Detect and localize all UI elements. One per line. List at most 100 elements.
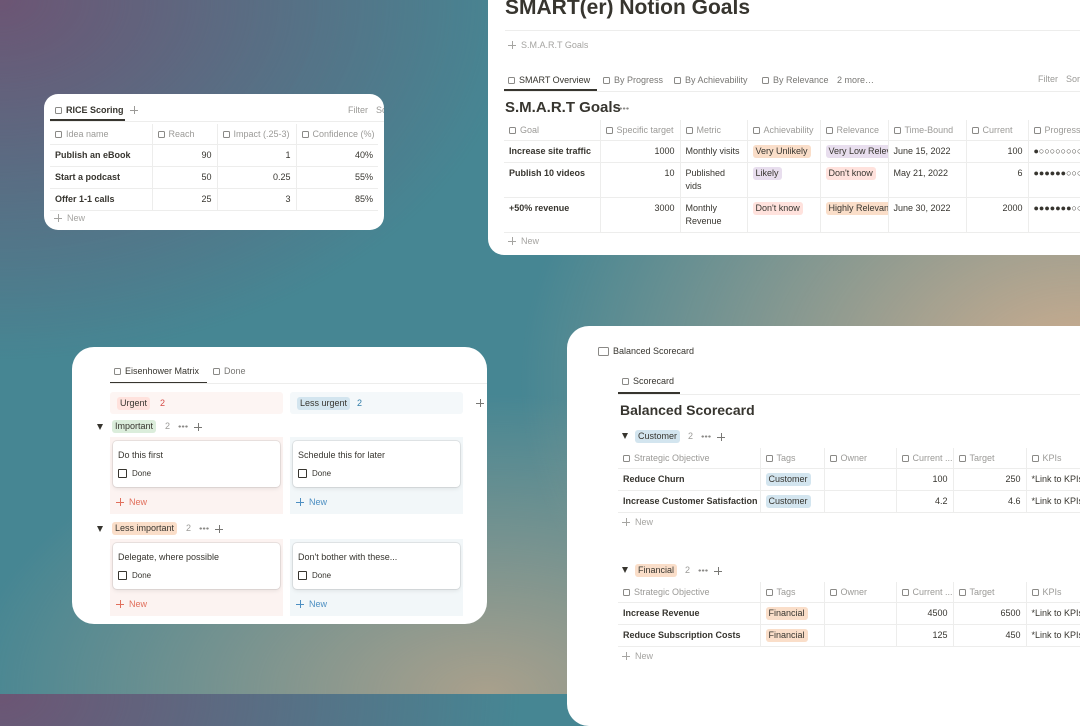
column-icon [1032, 455, 1039, 462]
cell-text: *Link to KPIs [1032, 608, 1080, 618]
view-tab[interactable]: By Relevance [762, 75, 829, 85]
new-label: New [129, 497, 147, 507]
column-label: Target [970, 453, 995, 463]
checkbox[interactable] [298, 469, 307, 478]
cell-text: 10 [664, 168, 674, 178]
view-tab[interactable]: By Achievability [674, 75, 748, 85]
view-tab[interactable]: Scorecard [622, 376, 674, 386]
column-icon [830, 589, 837, 596]
checkbox-label: Done [312, 469, 331, 478]
column-tag: Less urgent [297, 397, 350, 410]
tab-label: By Achievability [685, 75, 748, 85]
column-icon [830, 455, 837, 462]
table-cell [824, 625, 896, 647]
new-button[interactable]: New [116, 497, 147, 507]
cell-text: Publish an eBook [55, 150, 131, 160]
table-cell: 2000 [966, 198, 1028, 233]
tab-icon [762, 77, 769, 84]
cell-text: 1000 [654, 146, 674, 156]
new-button[interactable]: New [296, 599, 327, 609]
column-header: Target [953, 448, 1026, 469]
linked-page[interactable]: S.M.A.R.T Goals [508, 40, 588, 50]
column-label: Specific target [617, 125, 674, 135]
view-tab[interactable]: Done [213, 366, 246, 376]
sort-button[interactable]: Sor [1066, 74, 1080, 84]
cell-text: 6 [1017, 168, 1022, 178]
table-cell: Start a podcast [50, 167, 152, 189]
cell-text: +50% revenue [509, 203, 569, 213]
table-cell: May 21, 2022 [888, 163, 966, 198]
view-tab[interactable]: RICE Scoring [55, 105, 124, 115]
column-header: Current ... [896, 582, 953, 603]
new-button[interactable]: New [508, 236, 539, 246]
cell-text: May 21, 2022 [894, 168, 949, 178]
cell-text: ●●●●●●○○○○ [1034, 168, 1080, 178]
table-cell: Likely [747, 163, 820, 198]
cell-text: 0.25 [273, 172, 291, 182]
column-label: Current ... [913, 587, 953, 597]
task-card[interactable]: Schedule this for later Done [293, 441, 460, 487]
new-button[interactable]: New [54, 213, 85, 223]
new-button[interactable]: New [296, 497, 327, 507]
column-header: Goal [504, 120, 600, 141]
column-label: Progress [1045, 125, 1080, 135]
group-count: 2 [186, 523, 191, 533]
cell-text: Offer 1-1 calls [55, 194, 115, 204]
checkbox[interactable] [298, 571, 307, 580]
tag: Very Unlikely [753, 145, 811, 158]
column-label: KPIs [1043, 587, 1062, 597]
cell-text: 50 [201, 172, 211, 182]
tab-icon [603, 77, 610, 84]
divider [505, 30, 1080, 31]
new-label: New [521, 236, 539, 246]
table-cell: Very Low Relevance [820, 141, 888, 163]
column-header: Owner [824, 582, 896, 603]
table-cell: Published vids [680, 163, 747, 198]
table-cell: 100 [896, 469, 953, 491]
cell-text: June 30, 2022 [894, 203, 951, 213]
table-cell: 125 [896, 625, 953, 647]
column-label: Tags [777, 453, 796, 463]
view-tab[interactable]: By Progress [603, 75, 663, 85]
table-cell [824, 603, 896, 625]
table-cell: June 15, 2022 [888, 141, 966, 163]
view-tab[interactable]: SMART Overview [508, 75, 590, 85]
filter-button[interactable]: Filter [348, 105, 368, 115]
sort-button[interactable]: So [376, 105, 384, 115]
table-cell: +50% revenue [504, 198, 600, 233]
table-cell: Financial [760, 603, 824, 625]
new-button[interactable]: New [116, 599, 147, 609]
plus-icon [116, 600, 124, 608]
column-icon [623, 589, 630, 596]
checkbox-row: Done [118, 571, 151, 580]
new-button[interactable]: New [622, 651, 653, 661]
cell-text: June 15, 2022 [894, 146, 951, 156]
cell-text: Monthly Revenue [686, 203, 722, 226]
cell-text: 4.2 [935, 496, 948, 506]
plus-icon [54, 214, 62, 222]
cell-text: 450 [1005, 630, 1020, 640]
tab-icon [213, 368, 220, 375]
card-title: Schedule this for later [298, 450, 385, 460]
cell-text: 3000 [654, 203, 674, 213]
table-cell: Increase site traffic [504, 141, 600, 163]
column-icon [972, 127, 979, 134]
plus-icon [622, 652, 630, 660]
tab-label: RICE Scoring [66, 105, 124, 115]
tab-label: Scorecard [633, 376, 674, 386]
more-views[interactable]: 2 more… [837, 75, 874, 85]
checkbox[interactable] [118, 469, 127, 478]
view-tab[interactable]: Eisenhower Matrix [114, 366, 199, 376]
checkbox[interactable] [118, 571, 127, 580]
new-button[interactable]: New [622, 517, 653, 527]
task-card[interactable]: Don't bother with these...Done [293, 543, 460, 589]
filter-button[interactable]: Filter [1038, 74, 1058, 84]
table-cell: ●●●●●●○○○○ [1028, 163, 1080, 198]
group-tag: Less important [112, 522, 177, 535]
group-menu [698, 569, 708, 572]
column-icon [766, 455, 773, 462]
